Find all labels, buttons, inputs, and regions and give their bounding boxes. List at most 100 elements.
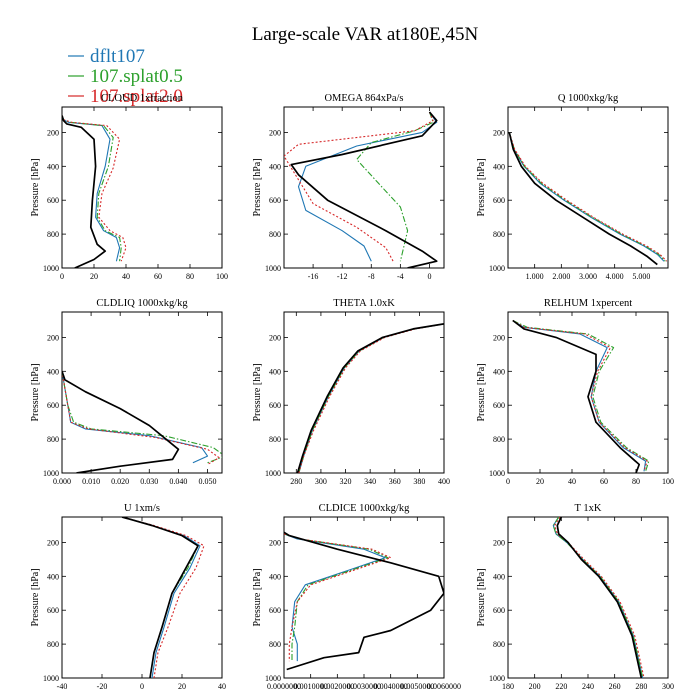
y-tick-label: 400 <box>47 367 59 376</box>
y-tick-label: 1000 <box>43 264 59 273</box>
x-tick-label: 280 <box>290 477 302 486</box>
y-tick-label: 200 <box>269 538 281 547</box>
plot-frame <box>61 516 223 679</box>
y-tick-label: 400 <box>493 367 505 376</box>
x-tick-label: 0.020 <box>111 477 129 486</box>
y-tick-label: 800 <box>47 435 59 444</box>
y-tick-label: 800 <box>269 230 281 239</box>
y-axis-label: Pressure [hPa] <box>252 363 263 421</box>
x-tick-label: -40 <box>57 682 68 691</box>
y-tick-label: 1000 <box>489 264 505 273</box>
plot-frame <box>61 106 223 269</box>
x-tick-label: 0.0030000 <box>347 682 381 691</box>
panel-title: RELHUM 1xpercent <box>544 298 632 309</box>
series-line-control <box>508 132 658 266</box>
panel-title: T 1xK <box>575 503 602 514</box>
y-tick-label: 400 <box>269 162 281 171</box>
figure-title: Large-scale VAR at180E,45N <box>252 24 479 45</box>
x-tick-label: 0.040 <box>169 477 187 486</box>
x-tick-label: 40 <box>568 477 576 486</box>
y-tick-label: 200 <box>269 333 281 342</box>
x-tick-label: 20 <box>90 272 98 281</box>
x-tick-label: 0 <box>506 477 510 486</box>
x-tick-label: 1.000 <box>526 272 544 281</box>
series-line-control <box>284 531 444 671</box>
y-axis-label: Pressure [hPa] <box>252 568 263 626</box>
panel-8: CLDICE 1000xkg/kg Pressure [hPa] 200 400 600… <box>252 503 461 691</box>
x-tick-label: 180 <box>502 682 514 691</box>
x-tick-label: 40 <box>122 272 130 281</box>
series-line-control <box>62 371 180 473</box>
series-line-107-splat0-5 <box>62 115 122 262</box>
x-tick-label: 0.0060000 <box>427 682 461 691</box>
plot-frame <box>507 516 669 679</box>
x-tick-label: 0.0050000 <box>400 682 434 691</box>
y-tick-label: 800 <box>47 230 59 239</box>
y-tick-label: 200 <box>47 538 59 547</box>
x-tick-label: 260 <box>609 682 621 691</box>
x-tick-label: 60 <box>600 477 608 486</box>
series-line-control <box>121 517 199 678</box>
legend-label-splat20: 107.splat2.0 <box>90 86 183 107</box>
x-tick-label: 380 <box>413 477 425 486</box>
y-tick-label: 200 <box>47 333 59 342</box>
panel-5: THETA 1.0xK Pressure [hPa] 200 400 600 800 100… <box>252 298 450 486</box>
x-tick-label: 0.050 <box>198 477 216 486</box>
x-tick-label: 0.0010000 <box>294 682 328 691</box>
y-tick-label: 200 <box>47 128 59 137</box>
panel-title: CLOUD 1xfraction <box>101 93 184 104</box>
y-axis-label: Pressure [hPa] <box>30 363 41 421</box>
x-tick-label: -20 <box>97 682 108 691</box>
series-line-107-splat0-5 <box>284 533 389 662</box>
series-line-107-splat0-5 <box>552 517 644 678</box>
y-tick-label: 400 <box>493 162 505 171</box>
series-line-107-splat2-0 <box>554 517 645 678</box>
x-tick-label: 60 <box>154 272 162 281</box>
y-axis-label: Pressure [hPa] <box>476 363 487 421</box>
x-tick-label: 0 <box>140 682 144 691</box>
panel-3: Q 1000xkg/kg Pressure [hPa] 200 400 600 800 10… <box>476 93 669 281</box>
series-line-107-splat2-0 <box>121 517 205 678</box>
x-tick-label: 340 <box>364 477 376 486</box>
x-tick-label: 400 <box>438 477 450 486</box>
x-tick-label: 100 <box>216 272 228 281</box>
series-line-dflt107 <box>121 517 201 678</box>
panel-title: Q 1000xkg/kg <box>558 93 619 104</box>
x-tick-label: -12 <box>337 272 348 281</box>
y-tick-label: 600 <box>269 401 281 410</box>
y-tick-label: 800 <box>493 640 505 649</box>
y-tick-label: 800 <box>47 640 59 649</box>
y-tick-label: 600 <box>47 606 59 615</box>
y-tick-label: 200 <box>493 128 505 137</box>
y-tick-label: 1000 <box>265 674 281 683</box>
y-tick-label: 800 <box>269 640 281 649</box>
legend-label-splat05: 107.splat0.5 <box>90 66 183 87</box>
series-line-dflt107 <box>298 323 444 473</box>
x-tick-label: 0.0040000 <box>374 682 408 691</box>
y-tick-label: 800 <box>269 435 281 444</box>
series-line-control <box>512 319 641 473</box>
series-line-control <box>62 115 107 268</box>
series-line-control <box>556 517 643 678</box>
panel-title: CLDLIQ 1000xkg/kg <box>96 298 188 309</box>
panel-title: THETA 1.0xK <box>333 298 395 309</box>
legend: dflt107 107.splat0.5 107.splat2.0 <box>68 46 183 107</box>
y-tick-label: 200 <box>269 128 281 137</box>
y-axis-label: Pressure [hPa] <box>30 568 41 626</box>
series-line-107-splat2-0 <box>62 371 220 465</box>
x-tick-label: 0.010 <box>82 477 100 486</box>
x-tick-label: 220 <box>555 682 567 691</box>
legend-label-dflt107: dflt107 <box>90 46 145 67</box>
y-tick-label: 1000 <box>265 264 281 273</box>
y-axis-label: Pressure [hPa] <box>30 158 41 216</box>
x-tick-label: -4 <box>397 272 404 281</box>
plot-frame <box>283 106 445 269</box>
x-tick-label: 320 <box>340 477 352 486</box>
x-tick-label: 100 <box>662 477 674 486</box>
series-line-107-splat2-0 <box>298 323 444 473</box>
